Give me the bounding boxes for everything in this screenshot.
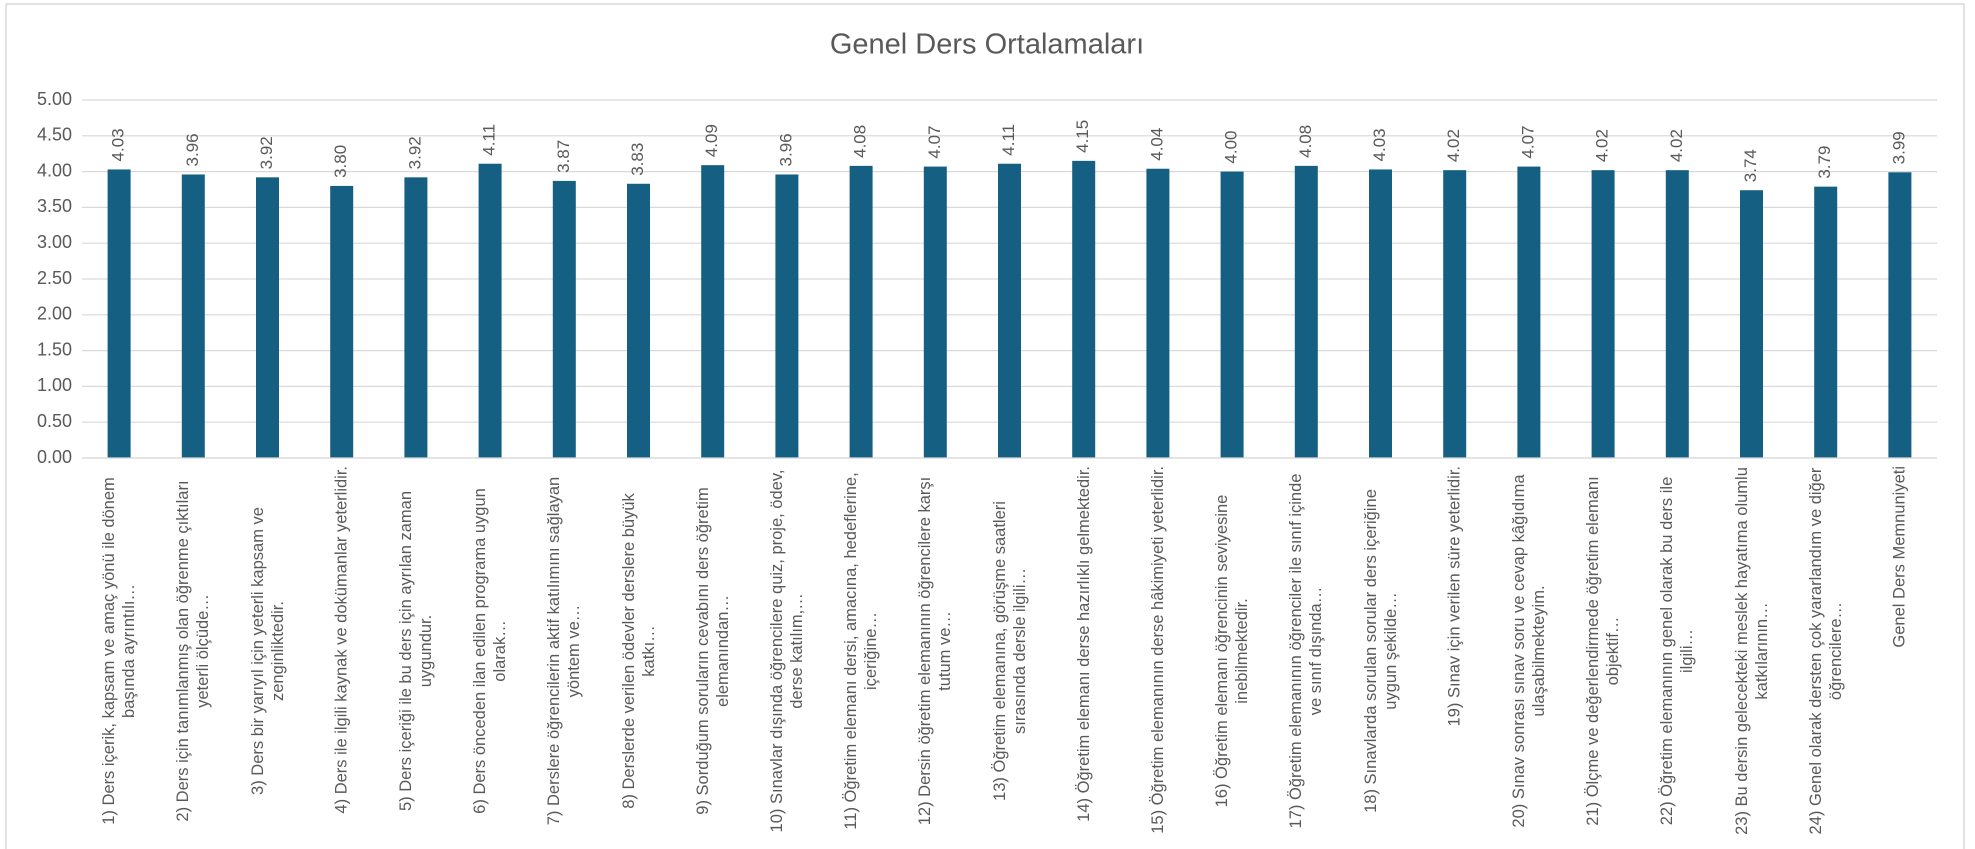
value-label: 3.87 (554, 140, 573, 173)
value-label: 4.15 (1073, 120, 1092, 153)
y-tick-label: 5.00 (37, 89, 72, 109)
x-tick-label: 8) Derslerde verilen ödevler derslere bü… (619, 493, 658, 809)
x-tick-label: 4) Ders ile ilgili kaynak ve dokümanlar … (332, 466, 351, 814)
bar (1591, 170, 1615, 458)
bar (552, 180, 576, 458)
y-tick-label: 4.50 (37, 125, 72, 145)
x-tick-label: 15) Öğretim elemanının derse hâkimiyeti … (1148, 466, 1167, 834)
bar (1443, 170, 1467, 458)
x-tick-label: 14) Öğretim elemanı derse hazırlıklı gel… (1074, 466, 1093, 822)
x-tick-label: 6) Ders önceden ilan edilen programa uyg… (471, 488, 510, 814)
bar (701, 165, 725, 458)
value-label: 4.07 (925, 125, 944, 158)
bar (107, 169, 131, 458)
bar (1888, 172, 1912, 459)
x-tick-label: 23) Bu dersin gelecekteki meslek hayatım… (1732, 467, 1771, 835)
x-tick-label: 5) Ders içeriği ile bu ders için ayrılan… (396, 490, 435, 812)
y-tick-label: 3.50 (37, 196, 72, 216)
bar (1368, 169, 1393, 458)
bar (1517, 166, 1541, 458)
value-label: 3.96 (183, 133, 202, 166)
x-tick-label: 16) Öğretim elemanı öğrencinin seviyesin… (1213, 494, 1252, 808)
x-tick-label: Genel Ders Memnuniyeti (1890, 466, 1909, 648)
value-label: 4.03 (109, 128, 128, 161)
x-tick-label: 19) Sınav için verilen süre yeterlidir. (1445, 466, 1464, 727)
value-label: 4.11 (999, 124, 1018, 156)
bar (404, 177, 428, 458)
bar (1814, 186, 1838, 459)
y-tick-label: 2.00 (37, 304, 72, 324)
x-tick-label: 11) Öğretim elemanı dersi, amacına, hede… (842, 472, 881, 830)
value-label: 4.03 (1370, 128, 1389, 161)
x-tick-label: 21) Ölçme ve değerlendirmede öğretim ele… (1584, 476, 1623, 826)
x-tick-label: 13) Öğretim elemanına, görüşme saatleri … (990, 501, 1029, 801)
x-tick-label: 2) Ders için tanımlanmış olan öğrenme çı… (174, 480, 213, 822)
value-label: 3.99 (1889, 131, 1908, 164)
bar (626, 183, 651, 458)
bar (1739, 190, 1764, 458)
y-tick-label: 2.50 (37, 268, 72, 288)
bar (997, 163, 1022, 458)
value-label: 3.83 (628, 143, 647, 176)
x-tick-label: 22) Öğretim elemanının genel olarak bu d… (1658, 476, 1697, 826)
value-label: 4.09 (702, 124, 721, 157)
value-label: 4.02 (1593, 129, 1612, 162)
value-label: 4.04 (1147, 128, 1166, 161)
x-tick-label: 3) Ders bir yarıyıl için yeterli kapsam … (248, 507, 287, 795)
x-tick-label: 18) Sınavlarda sorulan sorular ders içer… (1361, 489, 1400, 813)
value-label: 4.08 (851, 125, 870, 158)
x-tick-label: 17) Öğretim elemanının öğrenciler ile sı… (1287, 473, 1326, 829)
x-tick-label: 12) Dersin öğretim elemanının öğrenciler… (916, 476, 955, 826)
chart-title: Genel Ders Ortalamaları (830, 29, 1144, 61)
bar (181, 174, 205, 459)
value-label: 4.07 (1518, 125, 1537, 158)
y-tick-label: 1.50 (37, 339, 72, 359)
x-tick-label: 9) Sorduğum soruların cevabını ders öğre… (693, 487, 732, 815)
x-tick-label: 1) Ders içerik, kapsam ve amaç yönü ile … (100, 477, 139, 825)
value-label: 3.80 (331, 145, 350, 178)
bar (1072, 160, 1096, 459)
value-label: 3.92 (405, 136, 424, 169)
y-tick-label: 0.50 (37, 411, 72, 431)
value-label: 4.11 (480, 124, 499, 156)
value-label: 3.74 (1741, 149, 1760, 182)
value-label: 4.08 (1296, 125, 1315, 158)
value-label: 4.00 (1222, 131, 1241, 164)
bar (1220, 171, 1244, 458)
bar (1294, 165, 1318, 458)
bar (1146, 168, 1170, 458)
y-tick-label: 4.00 (37, 160, 72, 180)
value-label: 3.79 (1815, 146, 1834, 179)
bar (923, 166, 947, 458)
x-tick-label: 7) Derslere öğrencilerin aktif katılımın… (545, 476, 584, 826)
y-tick-label: 0.00 (37, 447, 72, 467)
value-label: 4.02 (1444, 129, 1463, 162)
x-tick-label: 20) Sınav sonrası sınav soru ve cevap kâ… (1509, 474, 1548, 828)
bar (1665, 170, 1689, 458)
bar (255, 177, 280, 458)
y-tick-label: 1.00 (37, 375, 72, 395)
bar (849, 165, 873, 458)
bar (330, 185, 354, 459)
bar (478, 163, 502, 458)
bar (775, 174, 799, 459)
x-tick-label: 24) Genel olarak dersten çok yararlandım… (1806, 467, 1845, 835)
y-tick-label: 3.00 (37, 232, 72, 252)
x-tick-label: 10) Sınavlar dışında öğrencilere quiz, p… (767, 469, 806, 833)
value-label: 4.02 (1667, 129, 1686, 162)
value-label: 3.96 (776, 133, 795, 166)
value-label: 3.92 (257, 136, 276, 169)
